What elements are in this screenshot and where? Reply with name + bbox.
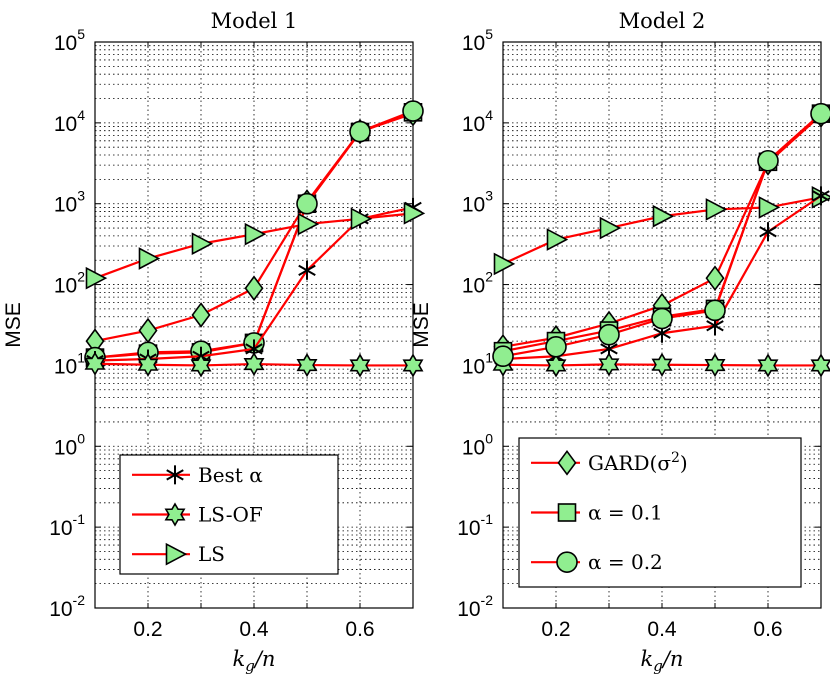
chart-title: Model 2 (619, 9, 706, 33)
data-point (244, 222, 267, 246)
y-tick-label: 102 (462, 269, 493, 298)
y-axis-label: MSE (410, 302, 433, 348)
legend-label: GARD(σ2) (588, 450, 688, 475)
data-point (598, 352, 620, 377)
data-point (191, 302, 211, 328)
tick-marks (95, 41, 413, 609)
data-point (758, 196, 781, 219)
data-point (757, 149, 779, 172)
data-point (705, 198, 728, 221)
y-tick-label: 10-1 (49, 511, 85, 540)
data-point (757, 353, 779, 378)
data-point (652, 204, 675, 228)
legend-label: α = 0.1 (588, 501, 663, 525)
legend-label: Best α (198, 463, 263, 487)
legend-marker (556, 551, 578, 573)
data-point (704, 352, 726, 378)
data-point (545, 353, 567, 378)
data-point (403, 202, 426, 225)
y-tick-label: 102 (54, 269, 85, 298)
legend-marker (557, 503, 577, 522)
tick-marks (503, 41, 821, 609)
series-triangle (85, 202, 426, 290)
data-point (85, 266, 108, 290)
y-tick-label: 101 (54, 349, 85, 378)
data-point (296, 352, 318, 378)
y-tick-label: 104 (54, 107, 85, 136)
data-point (599, 216, 622, 240)
data-point (244, 275, 264, 302)
data-point (545, 335, 567, 358)
chart-title: Model 1 (211, 9, 298, 33)
y-tick-label: 100 (462, 430, 493, 459)
y-tick-label: 101 (462, 349, 493, 378)
data-point (296, 192, 318, 215)
y-tick-label: 10-2 (457, 592, 493, 621)
data-point (705, 265, 725, 292)
series-hexagram (492, 352, 830, 378)
y-tick-label: 103 (54, 188, 85, 217)
data-point (493, 252, 516, 276)
legend-label: α = 0.2 (588, 550, 663, 574)
y-tick-label: 100 (54, 430, 85, 459)
data-point (191, 232, 214, 256)
series-circle (492, 102, 830, 368)
data-point (243, 351, 265, 377)
y-axis-label: MSE (2, 302, 25, 348)
data-point (810, 102, 830, 125)
data-point (190, 353, 212, 378)
data-point (137, 352, 159, 377)
data-point (546, 228, 569, 251)
data-point (810, 353, 830, 378)
legend-marker (164, 502, 186, 527)
data-point (349, 353, 371, 378)
x-tick-label: 0.6 (753, 618, 782, 641)
x-tick-label: 0.4 (239, 618, 269, 641)
data-point (651, 307, 673, 330)
y-tick-label: 104 (462, 107, 493, 136)
data-point (349, 120, 371, 143)
chart-panel-1: 0.2 0.4 0.6 10-2 10-1 100 101 102 103 104 105 Model… (2, 9, 426, 675)
data-point (651, 352, 673, 377)
x-axis-label: kg/n (233, 647, 276, 675)
y-tick-label: 10-1 (457, 511, 493, 540)
data-point (84, 351, 106, 376)
legend-label: LS-OF (198, 503, 263, 527)
data-point (812, 186, 830, 206)
y-tick-label: 105 (54, 26, 85, 55)
y-tick-label: 105 (462, 26, 493, 55)
x-tick-label: 0.4 (647, 618, 677, 641)
chart-panel-2: 0.2 0.4 0.6 10-2 10-1 100 101 102 103 104 105 Model… (410, 9, 830, 675)
legend-marker (557, 449, 577, 476)
data-point (598, 323, 620, 346)
y-tick-label: 103 (462, 188, 493, 217)
data-point (492, 345, 514, 368)
legend-label: LS (198, 542, 225, 566)
data-point (704, 299, 726, 322)
data-point (297, 212, 320, 236)
y-tick-label: 10-2 (49, 592, 85, 621)
data-point (350, 207, 373, 231)
x-tick-label: 0.2 (541, 618, 570, 641)
legend-marker (166, 465, 184, 485)
data-point (138, 247, 161, 270)
legend: Best α LS-OF LS (119, 454, 339, 575)
legend-marker (165, 542, 188, 566)
data-point (298, 260, 316, 280)
data-point (402, 100, 424, 122)
x-axis-label: kg/n (641, 647, 684, 675)
series-triangle (493, 185, 830, 276)
x-tick-label: 0.2 (133, 618, 162, 641)
data-point (402, 353, 424, 378)
series-hexagram (84, 351, 424, 378)
x-tick-label: 0.6 (345, 618, 374, 641)
data-point (759, 222, 777, 242)
legend: GARD(σ2) α = 0.1 α = 0.2 (518, 437, 802, 588)
